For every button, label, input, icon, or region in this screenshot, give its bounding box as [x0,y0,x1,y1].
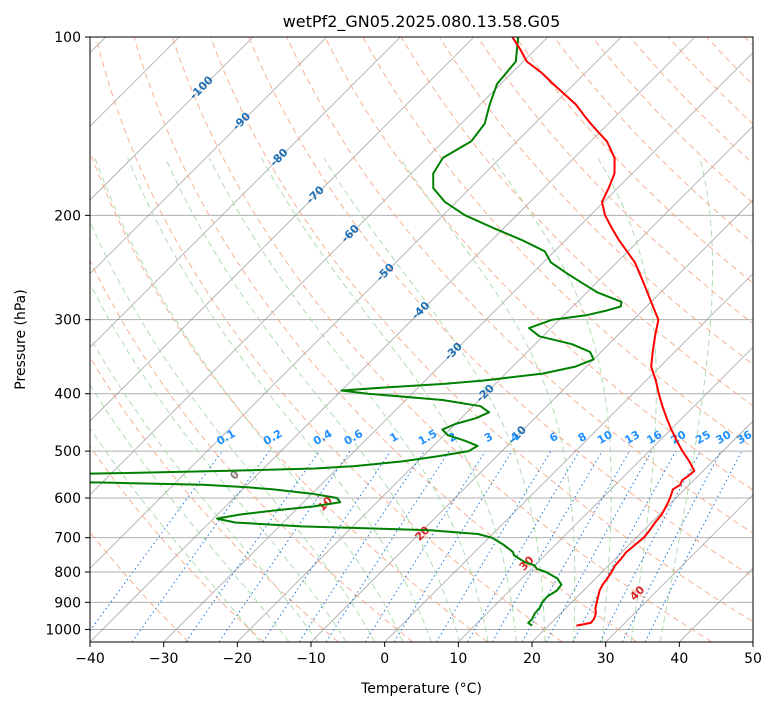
y-tick-label: 400 [54,387,81,403]
y-tick-label: 300 [54,313,81,329]
dry-adiabat [95,37,563,642]
y-tick-label: 900 [54,595,81,611]
moist-adiabat [94,157,404,642]
x-axis-label: Temperature (°C) [360,681,482,697]
x-tick-label: −30 [149,651,179,667]
isotherm-line [90,37,254,201]
x-tick-label: −10 [296,651,326,667]
mixing-ratio-line [491,450,603,642]
x-tick-label: 30 [597,651,615,667]
moist-adiabat [90,336,319,642]
isotherm-line [90,37,475,422]
isotherm-line [237,125,753,642]
mixing-ratio-label: 36 [734,428,754,447]
x-tick-label: 10 [449,651,467,667]
temperature-profile [511,37,696,627]
y-tick-label: 600 [54,491,81,507]
dry-adiabat [248,37,753,578]
isotherm-line [163,52,753,642]
dry-adiabat [629,37,753,165]
x-tick-label: 20 [523,651,541,667]
dry-adiabat [90,445,264,642]
dry-adiabat [591,37,753,204]
mixing-ratio-line [325,450,450,642]
moist-adiabat [323,157,546,642]
mixing-ratio-line [298,450,425,642]
isotherm-line [384,273,753,642]
isotherm-line [605,494,753,642]
dry-adiabat [477,37,753,325]
x-tick-label: 50 [744,651,762,667]
moist-adiabat [399,157,576,642]
dry-adiabat [362,37,753,449]
isotherm-line [90,37,401,348]
moist-adiabat [491,157,612,642]
dry-adiabat [400,37,753,407]
mixing-ratio-line [185,450,320,642]
moist-adiabat [659,157,713,642]
isotherm-line [90,37,548,496]
dry-adiabat [324,37,753,491]
isotherm-line [458,346,753,642]
plot-frame [89,36,754,643]
isotherm-line [90,37,327,275]
mixing-ratio-line [467,450,580,642]
moist-adiabat [90,427,261,642]
mixing-ratio-line [364,450,486,642]
x-tick-label: 40 [670,651,688,667]
plot-background [90,37,753,642]
moist-adiabat [90,282,347,642]
y-tick-label: 100 [54,30,81,46]
x-tick-label: 0 [380,651,389,667]
mixing-ratio-line [90,450,223,632]
moist-adiabat [127,157,432,642]
dewpoint-profile [90,37,623,627]
y-tick-label: 500 [54,444,81,460]
moist-adiabat [597,157,657,642]
moist-adiabat [90,383,290,642]
chart-title: wetPf2_GN05.2025.080.13.58.G05 [283,12,561,32]
dry-adiabat [90,259,414,642]
y-tick-label: 700 [54,531,81,547]
mixing-ratio-line [545,450,653,642]
moist-adiabat [208,157,489,642]
moist-adiabat [164,157,461,642]
isotherm-line [90,37,696,642]
mixing-ratio-line [393,450,513,642]
mixing-ratio-line [521,450,630,642]
isotherm-line [752,641,753,642]
y-tick-label: 1000 [45,622,81,638]
mixing-ratio-line [435,450,552,642]
y-tick-label: 800 [54,565,81,581]
y-axis-label: Pressure (hPa) [13,289,29,389]
x-tick-label: −40 [75,651,105,667]
x-tick-label: −20 [223,651,253,667]
mixing-ratio-line [572,450,677,642]
mixing-ratio-line [131,450,270,642]
isotherm-line [90,37,622,569]
moist-adiabat [90,220,376,642]
dry-adiabat [210,37,753,623]
isotherm-line [531,420,753,642]
dry-adiabat [515,37,753,284]
moist-adiabat [260,157,517,642]
y-tick-label: 200 [54,208,81,224]
dry-adiabat [171,37,712,642]
